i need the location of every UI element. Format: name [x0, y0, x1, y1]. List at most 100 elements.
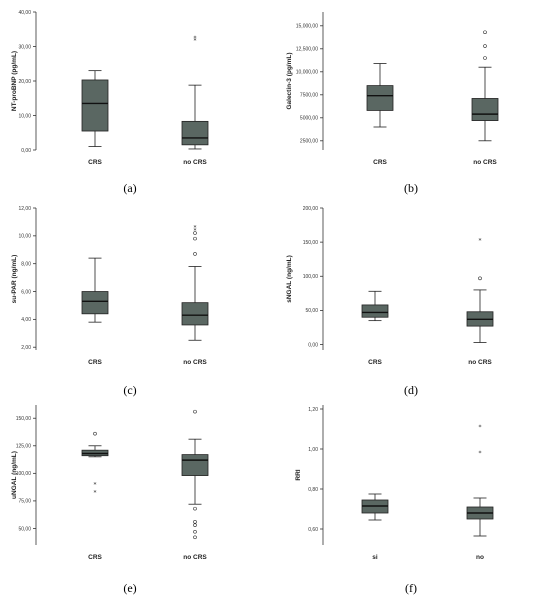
panel-label: (e) [123, 581, 136, 595]
y-axis-label: Galectin-3 (pg/mL) [286, 52, 293, 109]
outlier-point [193, 409, 197, 414]
category-label: CRS [88, 159, 102, 166]
y-tick-label: 5000,00 [300, 116, 318, 122]
category-label: no CRS [468, 359, 492, 366]
y-tick-label: 6,00 [21, 289, 31, 295]
extreme-point: * [194, 37, 197, 44]
iqr-box [181, 454, 209, 476]
y-tick-label: 7500,00 [300, 93, 318, 99]
y-tick-label: 2500,00 [300, 139, 318, 145]
panel-label: (b) [404, 181, 418, 195]
box-1: CRS [366, 63, 394, 166]
outlier-point [483, 56, 487, 60]
y-tick-label: 150,00 [16, 416, 32, 422]
iqr-box [361, 304, 389, 318]
y-tick-label: 15,000,00 [296, 24, 318, 30]
outlier-point [193, 535, 197, 540]
box-2: * * no [466, 424, 494, 561]
panel-c: 2,00 4,00 6,00 8,00 10,00 12,00 su-PAR (ng/mL)… [11, 206, 209, 397]
box-2: * no CRS [466, 237, 494, 366]
y-tick-label: 0,80 [308, 487, 318, 493]
panel-f: 0,60 0,80 1,00 1,20 RRI si * * no (f) [295, 405, 494, 595]
y-tick-label: 125,00 [16, 444, 32, 450]
outlier-point [483, 30, 487, 35]
extreme-point: * [94, 489, 97, 496]
iqr-box [471, 98, 499, 121]
panel-e: 50,00 75,00 100,00 125,00 150,00 uNGAL (ng/mL… [11, 405, 209, 595]
category-label: no CRS [183, 159, 207, 166]
category-label: no [476, 554, 484, 561]
y-tick-label: 200,00 [303, 206, 319, 212]
y-tick-label: 50,00 [305, 308, 318, 314]
outlier-point [193, 520, 197, 524]
y-tick-label: 8,00 [21, 261, 31, 267]
y-tick-label: 20,00 [18, 79, 31, 85]
outlier-point [193, 231, 197, 235]
category-label: no CRS [183, 554, 207, 561]
box-1: si [361, 493, 389, 561]
panel-label: (c) [123, 383, 136, 397]
y-axis-label: sNGAL (ng/mL) [286, 255, 293, 303]
box-2: no CRS [181, 409, 209, 561]
extreme-point: * [94, 482, 97, 489]
category-label: no CRS [473, 159, 497, 166]
extreme-point: * [194, 35, 197, 42]
y-tick-label: 75,00 [18, 499, 31, 505]
iqr-box [81, 291, 109, 315]
y-axis-label: uNGAL (ng/mL) [11, 451, 18, 499]
y-axis-label: RRI [295, 469, 302, 480]
extreme-point: * [479, 450, 482, 457]
category-label: CRS [88, 359, 102, 366]
outlier-point [93, 431, 97, 436]
category-label: no CRS [183, 359, 207, 366]
y-tick-label: 12,00 [18, 206, 31, 212]
y-tick-label: 12,500,00 [296, 47, 318, 53]
y-tick-label: 1,00 [308, 447, 318, 453]
y-tick-label: 10,00 [18, 234, 31, 240]
box-1: CRS [361, 290, 389, 366]
y-tick-label: 2,00 [21, 345, 31, 351]
panel-a: 0,00 10,00 20,00 30,00 40,00 NT-proBNP (pg/mL… [11, 10, 209, 195]
y-tick-label: 10,00 [18, 113, 31, 119]
panel-d: 0,00 50,00 100,00 150,00 200,00 sNGAL (ng/mL)… [286, 206, 494, 397]
y-tick-label: 10,000,00 [296, 70, 318, 76]
y-tick-label: 4,00 [21, 317, 31, 323]
extreme-point: * [479, 424, 482, 431]
outlier-point [478, 276, 482, 281]
y-tick-label: 0,60 [308, 527, 318, 533]
panel-label: (a) [123, 181, 136, 195]
category-label: si [372, 554, 378, 561]
outlier-point [193, 236, 197, 241]
box-1: ** CRS [81, 431, 109, 561]
y-tick-label: 0,00 [308, 342, 318, 348]
y-tick-label: 1,20 [308, 407, 318, 413]
y-tick-label: 100,00 [303, 274, 319, 280]
iqr-box [181, 120, 209, 146]
box-1: CRS [81, 257, 109, 366]
y-tick-label: 30,00 [18, 44, 31, 50]
box-2: no CRS [471, 30, 499, 166]
extreme-point: * [194, 225, 197, 232]
outlier-point [193, 523, 197, 527]
category-label: CRS [373, 159, 387, 166]
iqr-box [366, 85, 394, 111]
y-axis-label: su-PAR (ng/mL) [11, 255, 18, 304]
box-1: CRS [81, 70, 109, 166]
y-tick-label: 0,00 [21, 148, 31, 154]
y-tick-label: 50,00 [18, 526, 31, 532]
outlier-point [483, 44, 487, 48]
panel-label: (d) [404, 383, 418, 397]
outlier-point [193, 529, 197, 534]
box-2: **no CRS [181, 35, 209, 166]
category-label: CRS [88, 554, 102, 561]
y-tick-label: 40,00 [18, 10, 31, 16]
iqr-box [181, 302, 209, 326]
panel-label: (f) [405, 581, 417, 595]
extreme-point: * [194, 227, 197, 234]
outlier-point [193, 506, 197, 511]
category-label: CRS [368, 359, 382, 366]
outlier-point [193, 252, 197, 256]
box-2: **no CRS [181, 225, 209, 366]
panel-b: 2500,00 5000,00 7500,00 10,000,00 12,500,00 1… [286, 12, 499, 195]
